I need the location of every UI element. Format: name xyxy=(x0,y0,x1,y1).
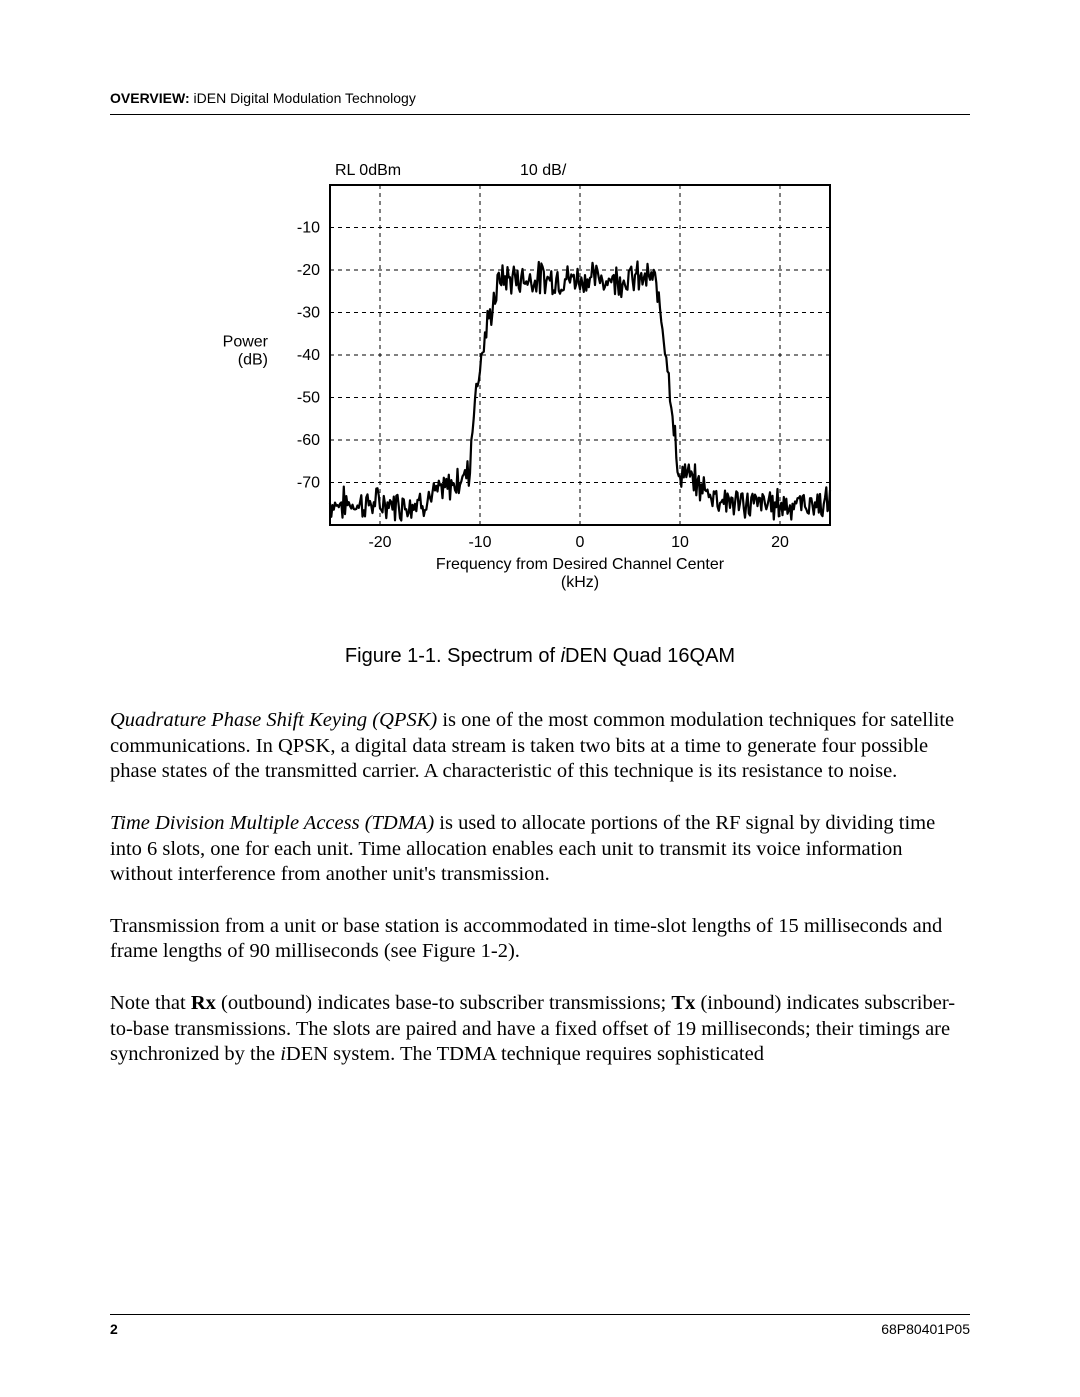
rxtx-b: (outbound) indicates base-to subscriber … xyxy=(216,992,671,1014)
svg-text:Frequency from Desired Channel: Frequency from Desired Channel Center xyxy=(436,556,725,573)
rxtx-a: Note that xyxy=(110,992,191,1014)
svg-text:20: 20 xyxy=(771,534,789,551)
svg-text:-70: -70 xyxy=(297,475,320,492)
svg-text:(dB): (dB) xyxy=(238,352,268,369)
svg-text:-20: -20 xyxy=(368,534,391,551)
caption-suffix: DEN Quad 16QAM xyxy=(565,645,735,667)
rx-bold: Rx xyxy=(191,992,216,1014)
svg-text:-40: -40 xyxy=(297,347,320,364)
timing-text: Transmission from a unit or base station… xyxy=(110,915,942,963)
svg-text:-50: -50 xyxy=(297,390,320,407)
tx-bold: Tx xyxy=(671,992,695,1014)
header-bold: OVERVIEW: xyxy=(110,90,190,106)
svg-text:0: 0 xyxy=(576,534,585,551)
svg-text:-30: -30 xyxy=(297,305,320,322)
page-number: 2 xyxy=(110,1321,118,1337)
header-rest: iDEN Digital Modulation Technology xyxy=(190,90,416,106)
footer: 2 68P80401P05 xyxy=(110,1314,970,1337)
qpsk-term: Quadrature Phase Shift Keying (QPSK) xyxy=(110,709,437,731)
svg-text:RL 0dBm: RL 0dBm xyxy=(335,162,401,179)
paragraph-timing: Transmission from a unit or base station… xyxy=(110,914,970,965)
svg-text:10: 10 xyxy=(671,534,689,551)
paragraph-qpsk: Quadrature Phase Shift Keying (QPSK) is … xyxy=(110,708,970,785)
page: OVERVIEW: iDEN Digital Modulation Techno… xyxy=(0,0,1080,1397)
caption-prefix: Figure 1-1. Spectrum of xyxy=(345,645,561,667)
figure-caption: Figure 1-1. Spectrum of iDEN Quad 16QAM xyxy=(110,645,970,668)
svg-text:10 dB/: 10 dB/ xyxy=(520,162,567,179)
svg-text:-10: -10 xyxy=(297,220,320,237)
spectrum-chart: -10 -20 -30 -40 -50 -60 -70 -20 -10 0 10 20 RL 0dBm 1… xyxy=(220,155,860,615)
tdma-term: Time Division Multiple Access (TDMA) xyxy=(110,812,434,834)
running-header: OVERVIEW: iDEN Digital Modulation Techno… xyxy=(110,90,970,115)
svg-text:(kHz): (kHz) xyxy=(561,574,599,591)
rxtx-d: DEN system. The TDMA technique requires … xyxy=(286,1043,764,1065)
svg-text:-60: -60 xyxy=(297,432,320,449)
figure-wrap: -10 -20 -30 -40 -50 -60 -70 -20 -10 0 10 20 RL 0dBm 1… xyxy=(110,155,970,615)
paragraph-rxtx: Note that Rx (outbound) indicates base-t… xyxy=(110,991,970,1068)
svg-text:-20: -20 xyxy=(297,262,320,279)
doc-ref: 68P80401P05 xyxy=(881,1321,970,1337)
paragraph-tdma: Time Division Multiple Access (TDMA) is … xyxy=(110,811,970,888)
body-text: Quadrature Phase Shift Keying (QPSK) is … xyxy=(110,708,970,1068)
svg-text:-10: -10 xyxy=(468,534,491,551)
svg-text:Power: Power xyxy=(223,334,269,351)
